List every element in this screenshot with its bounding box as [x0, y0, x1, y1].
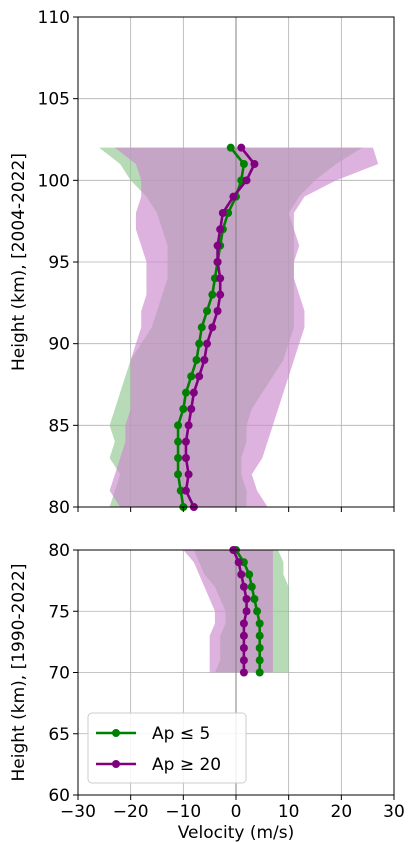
point-s0-6	[179, 405, 188, 413]
point-s1-13	[216, 290, 225, 299]
point-s0-5	[253, 607, 262, 616]
legend: Ap ≤ 5 Ap ≥ 20	[87, 712, 247, 784]
y-tick-label-3: 75	[48, 602, 70, 622]
point-s0-8	[187, 372, 196, 381]
y-tick-label-2: 90	[48, 335, 70, 355]
legend-box	[87, 712, 247, 784]
x-tick-label-0: −30	[60, 802, 96, 822]
point-s1-1	[239, 656, 248, 665]
point-s1-14	[216, 274, 225, 283]
y-tick-label-0: 60	[48, 786, 70, 806]
point-s0-6	[250, 595, 259, 603]
point-s1-3	[181, 454, 190, 462]
point-s0-3	[255, 631, 264, 640]
y-tick-label-6: 110	[38, 8, 70, 28]
point-s0-4	[255, 619, 264, 628]
y-tick-label-5: 105	[38, 90, 70, 110]
y-tick-label-0: 80	[48, 498, 70, 518]
y-axis-label: Height (km), [2004-2022]	[9, 153, 29, 371]
point-s0-22	[226, 143, 235, 152]
point-s1-8	[237, 570, 246, 579]
point-s1-5	[184, 421, 193, 430]
point-s1-9	[234, 558, 243, 567]
point-s1-21	[250, 160, 259, 168]
x-tick-label-1: −20	[113, 802, 149, 822]
point-s1-19	[229, 192, 238, 201]
point-s1-7	[189, 388, 198, 397]
point-s1-12	[213, 307, 222, 315]
y-tick-label-3: 95	[48, 253, 70, 273]
point-s1-0	[239, 668, 248, 677]
point-s0-2	[174, 470, 183, 479]
point-s0-4	[174, 437, 183, 446]
point-s0-1	[255, 656, 264, 665]
point-s1-7	[239, 582, 248, 591]
point-s0-21	[239, 160, 248, 168]
point-s0-5	[174, 421, 183, 430]
point-s1-15	[213, 258, 222, 266]
point-s1-2	[239, 644, 248, 652]
point-s0-2	[255, 644, 264, 652]
point-s1-2	[184, 470, 193, 479]
x-tick-label-4: 10	[278, 802, 300, 822]
x-tick-label-2: −10	[165, 802, 201, 822]
y-tick-label-1: 85	[48, 416, 70, 436]
point-s1-6	[242, 595, 251, 603]
point-s0-3	[174, 454, 183, 462]
point-s0-12	[203, 307, 212, 315]
point-s1-20	[242, 176, 251, 185]
point-s1-4	[239, 619, 248, 628]
band-1	[109, 147, 379, 507]
point-s1-18	[218, 209, 227, 217]
x-axis-label: Velocity (m/s)	[178, 823, 295, 842]
x-tick-label-6: 30	[383, 802, 405, 822]
point-s0-0	[255, 668, 264, 677]
y-axis-label: Height (km), [1990-2022]	[9, 563, 29, 781]
legend-marker-0	[112, 729, 120, 737]
point-s0-7	[181, 388, 190, 397]
y-tick-label-4: 80	[48, 541, 70, 561]
x-tick-label-3: 0	[231, 802, 242, 822]
point-s0-11	[197, 323, 206, 332]
point-s1-4	[181, 437, 190, 446]
point-s1-9	[200, 356, 209, 364]
point-s1-17	[216, 225, 225, 234]
point-s1-10	[203, 339, 212, 348]
upper-panel: 80 85 90 95 100 105 110 Height (km), [2004-2022…	[9, 8, 395, 518]
y-tick-label-2: 70	[48, 664, 70, 684]
point-s1-8	[195, 372, 204, 381]
x-tick-label-5: 20	[331, 802, 353, 822]
point-s0-9	[192, 356, 201, 364]
point-s1-22	[237, 143, 246, 152]
legend-label-0: Ap ≤ 5	[152, 724, 210, 744]
lower-panel: −30 −20 −10 0 10 20 30 60 65 70 75 80 Height (km), […	[9, 541, 405, 842]
y-tick-label-1: 65	[48, 725, 70, 745]
point-s1-3	[239, 631, 248, 640]
point-s0-13	[208, 290, 217, 299]
y-tick-label-4: 100	[38, 171, 70, 191]
point-s0-8	[245, 570, 254, 579]
point-s0-7	[247, 582, 256, 591]
legend-label-1: Ap ≥ 20	[152, 755, 221, 775]
point-s1-6	[187, 405, 196, 413]
point-s1-1	[181, 486, 190, 495]
point-s0-10	[195, 339, 204, 348]
point-s1-5	[242, 607, 251, 616]
legend-marker-1	[112, 760, 120, 768]
point-s1-11	[208, 323, 217, 332]
point-s1-16	[213, 241, 222, 250]
